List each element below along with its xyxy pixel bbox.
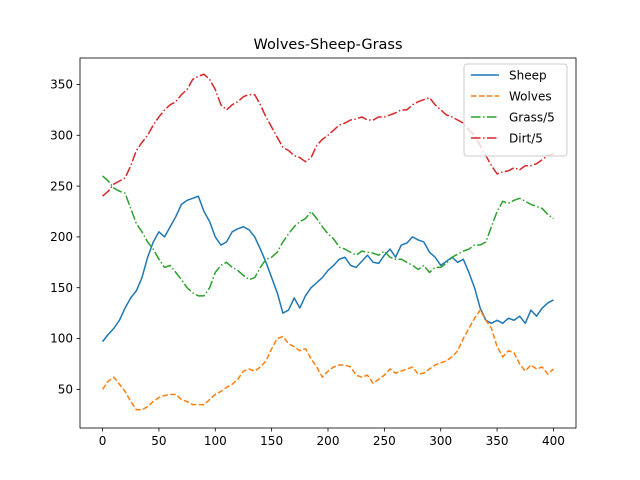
- x-tick-label: 150: [260, 434, 283, 448]
- legend: Sheep Wolves Grass/5 Dirt/5: [463, 63, 568, 157]
- x-tick-label: 400: [542, 434, 565, 448]
- legend-box: [463, 63, 568, 157]
- x-tick-label: 350: [486, 434, 509, 448]
- series-line-wolves: [101, 309, 554, 411]
- chart-title: Wolves-Sheep-Grass: [253, 37, 402, 53]
- x-tick-label: 100: [204, 434, 227, 448]
- y-tick-label: 300: [50, 128, 73, 142]
- y-tick-label: 50: [58, 383, 73, 397]
- y-axis: 50 100 150 200 250 300 350: [50, 78, 80, 397]
- series-line-grass-5: [102, 175, 554, 297]
- y-tick-label: 150: [50, 281, 73, 295]
- x-tick-label: 200: [317, 434, 340, 448]
- legend-label: Dirt/5: [509, 131, 543, 145]
- x-tick-label: 250: [373, 434, 396, 448]
- legend-label: Sheep: [509, 68, 547, 82]
- x-tick-label: 0: [99, 434, 107, 448]
- y-tick-label: 100: [50, 332, 73, 346]
- legend-label: Grass/5: [509, 110, 555, 124]
- x-axis: 0 50 100 150 200 250 300 350 400: [99, 428, 565, 448]
- legend-label: Wolves: [509, 89, 552, 103]
- x-tick-label: 300: [429, 434, 452, 448]
- y-tick-label: 200: [50, 230, 73, 244]
- y-tick-label: 350: [50, 78, 73, 92]
- x-tick-label: 50: [151, 434, 166, 448]
- y-tick-label: 250: [50, 179, 73, 193]
- series-line-sheep: [101, 195, 554, 343]
